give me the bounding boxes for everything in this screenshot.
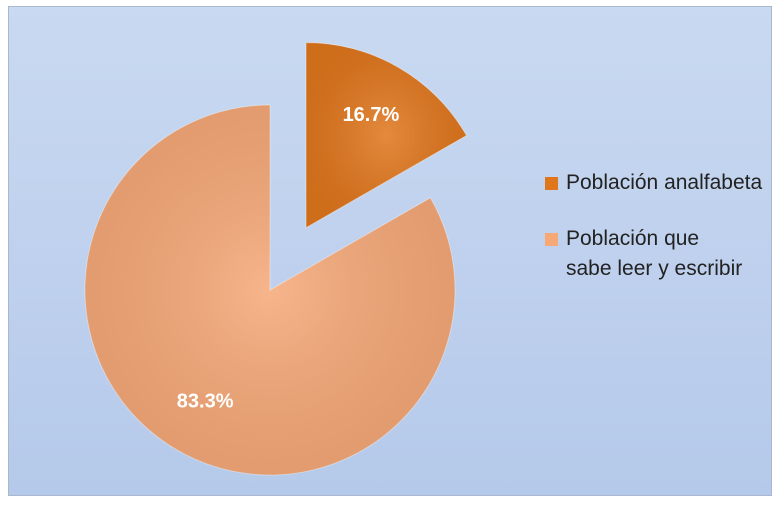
legend: Población analfabeta Población que sabe l… xyxy=(545,168,773,310)
data-label: 83.3% xyxy=(177,390,234,412)
legend-item: Población analfabeta xyxy=(545,168,773,198)
legend-item: Población que sabe leer y escribir xyxy=(545,224,773,284)
data-label: 16.7% xyxy=(343,104,400,126)
slice-shade xyxy=(85,105,456,476)
legend-label: Población que sabe leer y escribir xyxy=(566,227,743,280)
legend-swatch xyxy=(545,177,558,190)
legend-label: Población analfabeta xyxy=(566,171,763,194)
legend-swatch xyxy=(545,233,558,246)
slice-shade xyxy=(306,42,467,228)
